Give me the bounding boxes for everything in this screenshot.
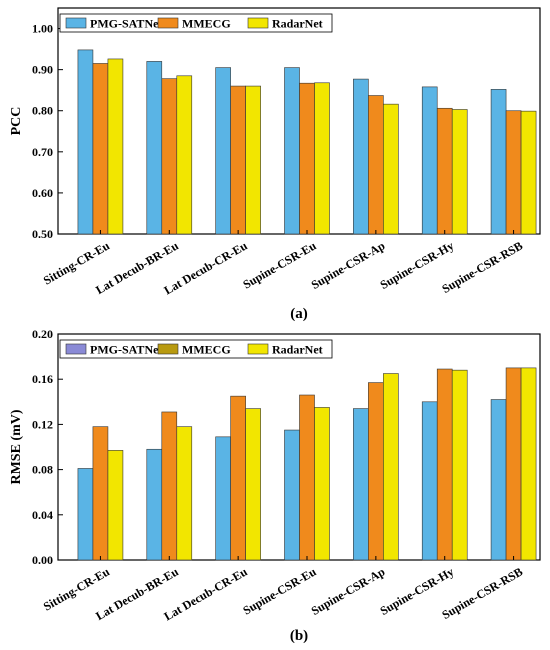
bar-radarnet — [520, 367, 537, 561]
bar-radarnet — [107, 450, 124, 561]
bar-mmecg — [505, 367, 522, 561]
y-tick-label: 0.80 — [32, 104, 53, 118]
bar-mmecg — [92, 426, 109, 561]
bar-radarnet — [451, 109, 468, 235]
bar-mmecg — [161, 411, 178, 561]
legend-entry: MMECG — [182, 17, 231, 31]
y-tick-label: 0.08 — [32, 463, 53, 477]
bar-radarnet — [451, 369, 468, 561]
bar-mmecg — [436, 107, 453, 235]
y-tick-label: 0.20 — [32, 327, 53, 341]
bar-radarnet — [520, 110, 537, 235]
bar-pmg-satnet — [77, 49, 94, 235]
legend: PMG-SATNet MMECG RadarNet — [59, 13, 333, 33]
legend-entry: PMG-SATNet — [90, 343, 162, 357]
legend-swatch — [65, 343, 87, 355]
bar-radarnet — [107, 58, 124, 235]
legend: PMG-SATNet MMECG RadarNet — [59, 339, 333, 359]
legend-entry: MMECG — [182, 343, 231, 357]
legend-entry: RadarNet — [272, 343, 323, 357]
bar-pmg-satnet — [353, 78, 369, 235]
bar-pmg-satnet — [421, 401, 438, 561]
bar-radarnet — [176, 426, 193, 561]
bar-pmg-satnet — [284, 429, 300, 561]
x-category-label: Supine-CSR-Ap — [309, 238, 388, 292]
x-category-label: Supine-CSR-Ap — [309, 564, 388, 618]
panel-label: (b) — [290, 628, 308, 644]
bar-pmg-satnet — [353, 408, 369, 561]
legend-swatch — [65, 17, 87, 29]
bar-radarnet — [176, 75, 193, 235]
y-tick-label: 0.70 — [32, 145, 53, 159]
bar-radarnet — [314, 407, 330, 561]
y-axis-label: PCC — [9, 107, 24, 136]
bar-pmg-satnet — [215, 67, 231, 235]
x-category-label: Supine-CSR-Eu — [240, 238, 318, 291]
bar-pmg-satnet — [490, 399, 507, 561]
y-tick-label: 0.12 — [32, 417, 53, 431]
bar-radarnet — [383, 103, 399, 235]
y-tick-label: 0.60 — [32, 186, 53, 200]
bar-mmecg — [436, 368, 453, 561]
y-axis-label: RMSE (mV) — [9, 409, 24, 484]
bar-mmecg — [368, 95, 384, 235]
y-tick-label: 0.00 — [32, 553, 53, 567]
chart-pcc: 0.500.600.700.800.901.00PCCSitting-CR-Eu… — [9, 7, 541, 322]
bar-mmecg — [505, 110, 522, 235]
panel-label: (a) — [290, 306, 308, 322]
legend-swatch — [157, 343, 179, 355]
bar-radarnet — [245, 85, 261, 235]
y-tick-label: 0.90 — [32, 63, 53, 77]
y-tick-label: 0.16 — [32, 372, 53, 386]
bar-pmg-satnet — [284, 67, 300, 235]
bar-mmecg — [299, 394, 315, 561]
bar-mmecg — [92, 63, 109, 235]
bar-mmecg — [230, 395, 246, 561]
bar-mmecg — [299, 82, 315, 235]
bar-pmg-satnet — [490, 89, 507, 235]
bar-pmg-satnet — [146, 448, 163, 561]
legend-swatch — [247, 343, 269, 355]
legend-swatch — [157, 17, 179, 29]
bar-pmg-satnet — [215, 436, 231, 561]
bar-mmecg — [230, 85, 246, 235]
bar-pmg-satnet — [146, 61, 163, 235]
bar-pmg-satnet — [77, 468, 94, 561]
legend-entry: PMG-SATNet — [90, 17, 162, 31]
bar-mmecg — [161, 78, 178, 235]
y-tick-label: 0.04 — [32, 508, 53, 522]
legend-swatch — [247, 17, 269, 29]
bar-radarnet — [245, 408, 261, 561]
bar-mmecg — [368, 382, 384, 561]
x-category-label: Supine-CSR-Eu — [240, 564, 318, 617]
legend-entry: RadarNet — [272, 17, 323, 31]
y-tick-label: 1.00 — [32, 22, 53, 36]
y-tick-label: 0.50 — [32, 227, 53, 241]
bar-pmg-satnet — [421, 86, 438, 235]
bar-radarnet — [314, 82, 330, 235]
bar-radarnet — [383, 373, 399, 561]
